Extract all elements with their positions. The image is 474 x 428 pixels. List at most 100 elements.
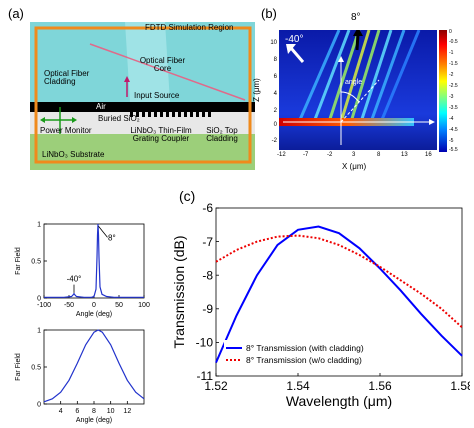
colorbar-tick: -5.5 (449, 147, 458, 153)
y-axis-label: Far Field (15, 353, 22, 381)
annotation-8deg: 8° (108, 233, 116, 242)
transmission-chart: 1.52 1.54 1.56 1.58 -6 -7 -8 -9 -10 -11 Wavelength… (171, 201, 470, 409)
x-tick-label: 50 (115, 302, 123, 309)
y-tick-label: 0.5 (31, 364, 41, 371)
y-tick-label: -7 (202, 235, 213, 249)
x-tick-label: 1.56 (368, 379, 392, 393)
y-tick-label: 0 (37, 401, 41, 408)
colorbar-ticks: 0 -0.5 -1 -1.5 -2 -2.5 -3 -3.5 -4 -4.5 -… (449, 30, 473, 154)
ytick: 2 (273, 108, 277, 114)
annotation-8deg-arrow (98, 225, 108, 238)
y-tick-label: -10 (196, 336, 214, 350)
colorbar (439, 30, 447, 152)
angle-neg40-label: -40° (285, 34, 304, 45)
ytick: -2 (271, 138, 277, 144)
series-line-0 (215, 225, 463, 363)
x-tick-label: -100 (37, 302, 51, 309)
top-cladding-label: SiO₂ Top Cladding (206, 126, 238, 143)
x-tick-label: 10 (107, 408, 115, 415)
colorbar-tick: -2 (449, 72, 454, 78)
xtick: -12 (277, 152, 286, 158)
buried-oxide-layer (30, 112, 255, 134)
colorbar-tick: -3.5 (449, 105, 458, 111)
field-map-xlabel: X (μm) (342, 162, 367, 171)
field-map-drawing (279, 27, 437, 150)
colorbar-tick: -0.5 (449, 39, 458, 45)
x-tick-label: 6 (75, 408, 79, 415)
emission-rays (297, 29, 421, 123)
colorbar-tick: -3 (449, 94, 454, 100)
power-monitor-label: Power Monitor (40, 126, 92, 135)
field-map-xticks: -12 -7 -2 3 8 13 16 (277, 152, 437, 162)
fiber-cladding-label: Optical Fiber Cladding (44, 69, 90, 86)
y-tick-label: 0 (37, 295, 41, 302)
buried-sio2-label: Buried SiO₂ (98, 114, 140, 123)
y-tick-label: 1 (37, 327, 41, 334)
colorbar-tick: -2.5 (449, 83, 458, 89)
colorbar-tick: -4 (449, 116, 454, 122)
y-axis-label: Far Field (15, 247, 22, 275)
substrate-layer (30, 134, 255, 170)
field-map-ylabel: Z (μm) (251, 78, 261, 102)
colorbar-tick: -5 (449, 138, 454, 144)
input-source-label: Input Source (134, 91, 180, 100)
xtick: -2 (327, 152, 333, 158)
ytick: 0 (273, 122, 277, 128)
schematic-drawing (30, 22, 255, 170)
xtick: 16 (425, 152, 432, 158)
field-map (279, 27, 437, 150)
xtick: 8 (377, 152, 381, 158)
grating-teeth (130, 110, 211, 117)
ytick: 6 (273, 74, 277, 80)
annotation-neg40deg: -40° (67, 275, 82, 284)
x-axis-label: Wavelength (μm) (286, 393, 392, 409)
arrow-neg40deg (289, 47, 305, 63)
legend-label-0: 8° Transmission (with cladding) (246, 343, 364, 353)
y-tick-label: 1 (37, 221, 41, 228)
legend-label-1: 8° Transmission (w/o cladding) (246, 355, 362, 365)
fdtd-region-outline (34, 26, 252, 164)
ytick: 8 (273, 57, 277, 63)
x-tick-label: 8 (92, 408, 96, 415)
xtick: 13 (401, 152, 408, 158)
x-tick-label: 4 (59, 408, 63, 415)
x-tick-label: 100 (138, 302, 150, 309)
colorbar-tick: 0 (449, 29, 452, 35)
plot-frame (43, 223, 145, 299)
input-source-line (89, 43, 246, 101)
panel-a-schematic (30, 22, 255, 170)
ytick: 4 (273, 91, 277, 97)
y-tick-label: -9 (202, 302, 213, 316)
legend-box (224, 340, 410, 368)
panel-b-letter: (b) (261, 6, 277, 21)
colorbar-tick: -1 (449, 50, 454, 56)
air-layer (30, 102, 255, 112)
far-field-zoom-chart: 4 6 8 10 12 0 0.5 1 Angle (deg) Far Field (15, 327, 145, 424)
panel-a-letter: (a) (8, 6, 24, 21)
ytick: 10 (270, 40, 277, 46)
y-tick-label: 0.5 (31, 258, 41, 265)
series-line-1 (215, 234, 463, 329)
fdtd-region-label: FDTD Simulation Region (145, 23, 234, 32)
x-tick-label: 1.52 (204, 379, 228, 393)
x-tick-label: 0 (92, 302, 96, 309)
substrate-label: LiNbO₃ Substrate (42, 150, 105, 159)
angle-text-label: angle (345, 79, 363, 86)
y-axis-label: Transmission (dB) (171, 235, 187, 348)
series-line-0 (44, 223, 144, 298)
far-field-wide-chart: -100 -50 0 50 100 0 0.5 1 Angle (deg) Far Field 8°… (15, 221, 150, 318)
fiber-core-region (125, 22, 170, 102)
angle-8-label: 8° (351, 12, 361, 23)
x-tick-label: 12 (123, 408, 131, 415)
y-tick-label: -8 (202, 268, 213, 282)
colorbar-tick: -4.5 (449, 127, 458, 133)
x-axis-label: Angle (deg) (76, 417, 112, 424)
colorbar-tick: -1.5 (449, 61, 458, 67)
panel-c-letter: (c) (179, 188, 196, 204)
x-tick-label: 1.58 (450, 379, 470, 393)
grating-coupler-label: LiNbO₃ Thin-Film Grating Coupler (130, 126, 192, 143)
x-axis-label: Angle (deg) (76, 311, 112, 318)
xtick: -7 (303, 152, 309, 158)
y-tick-label: -6 (202, 201, 213, 215)
xtick: 3 (352, 152, 356, 158)
